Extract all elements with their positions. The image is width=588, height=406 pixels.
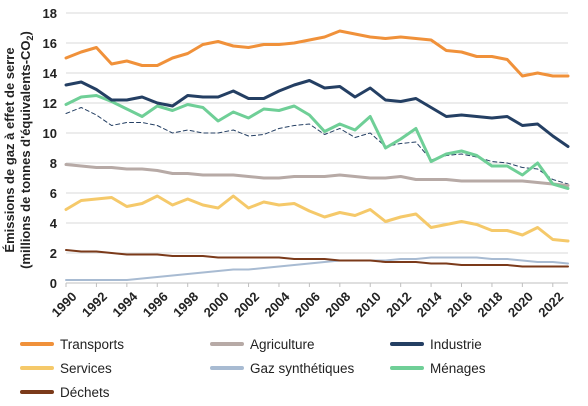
y-tick-label: 10 (43, 126, 57, 141)
legend-item: Déchets (20, 382, 110, 402)
x-tick-label: 2012 (383, 289, 414, 320)
legend-swatch (390, 366, 424, 370)
y-tick-label: 8 (50, 156, 57, 171)
legend-item: Services (20, 358, 112, 378)
x-tick-label: 2008 (322, 289, 353, 320)
y-tick-label: 2 (50, 246, 57, 261)
y-tick-label: 12 (43, 96, 57, 111)
series-line-agriculture (64, 163, 570, 187)
legend-swatch (20, 342, 54, 346)
gridlines (66, 12, 568, 254)
y-tick-label: 6 (50, 186, 57, 201)
x-tick-label: 2016 (444, 289, 475, 320)
legend-label: Agriculture (250, 336, 315, 352)
series-line-d-chets (65, 249, 569, 268)
legend-item: Agriculture (210, 334, 315, 354)
x-tick-label: 2018 (474, 289, 505, 320)
legend-label: Gaz synthétiques (250, 360, 355, 376)
legend-label: Transports (60, 336, 125, 352)
legend-swatch (20, 390, 54, 394)
legend-label: Ménages (430, 360, 486, 376)
y-tick-label: 14 (43, 66, 58, 81)
y-axis-label-line1: Émissions de gaz à effet de serre (2, 47, 17, 252)
y-axis-label-line2: (millions de tonnes d'équivalents-CO2) (18, 31, 35, 269)
series-line-transports (64, 29, 570, 78)
x-tick-label: 2006 (292, 289, 323, 320)
x-tick-label: 1996 (140, 289, 171, 320)
x-tick-label: 1998 (170, 289, 201, 320)
y-tick-labels: 0 2 4 6 8 10 12 14 16 18 (43, 6, 58, 291)
x-tick-label: 1992 (79, 289, 110, 320)
series-line-services (64, 194, 570, 243)
x-tick-label: 2014 (414, 288, 446, 320)
x-tick-labels: 1990 1992 1994 1996 1998 2000 2002 2004 2006 2008… (48, 288, 566, 320)
legend-item: Gaz synthétiques (210, 358, 354, 378)
legend: Transports Agriculture Industrie Services Ga… (20, 334, 580, 404)
series-line-m-nages (64, 94, 570, 190)
x-tick-label: 2002 (231, 289, 262, 320)
x-tick-label: 2022 (535, 289, 566, 320)
legend-label: Déchets (60, 384, 110, 400)
y-tick-label: 4 (50, 216, 58, 231)
x-tick-label: 2000 (201, 289, 232, 320)
legend-label: Industrie (430, 336, 482, 352)
legend-swatch (210, 342, 244, 346)
y-axis-label-subscript: 2 (25, 35, 35, 40)
legend-item: Transports (20, 334, 124, 354)
axes (65, 282, 568, 287)
x-tick-label: 1994 (109, 288, 141, 320)
x-tick-label: 1990 (48, 289, 79, 320)
series-line-gaz-synth-tiques (65, 256, 569, 281)
legend-item: Ménages (390, 358, 486, 378)
legend-swatch (210, 366, 244, 370)
x-tick-label: 2004 (261, 288, 293, 320)
x-tick-label: 2010 (353, 289, 384, 320)
y-tick-label: 18 (43, 6, 57, 21)
y-tick-label: 16 (43, 36, 57, 51)
x-tick-label: 2020 (505, 289, 536, 320)
series-lines (64, 29, 570, 281)
series-line-industrie (64, 79, 570, 148)
legend-item: Industrie (390, 334, 482, 354)
legend-swatch (20, 366, 54, 370)
y-tick-label: 0 (50, 276, 57, 291)
legend-label: Services (60, 360, 112, 376)
legend-swatch (390, 342, 424, 346)
